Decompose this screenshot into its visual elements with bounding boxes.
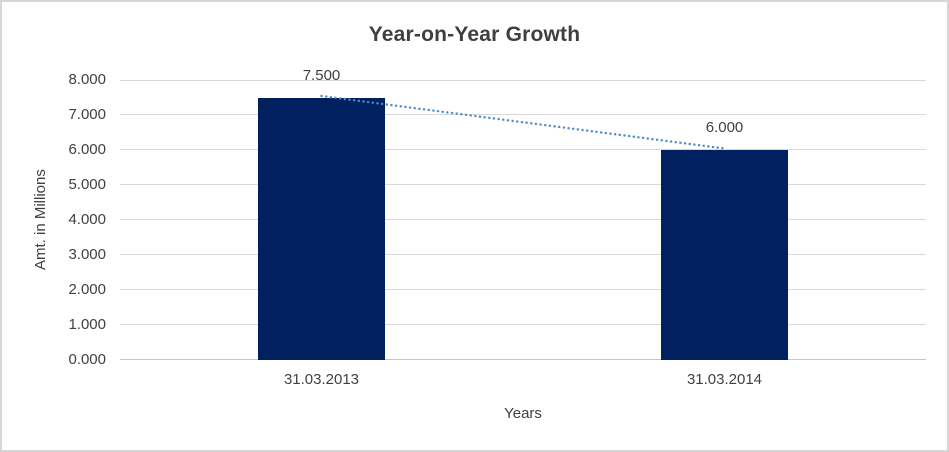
bar <box>661 150 788 360</box>
gridline <box>120 289 926 290</box>
x-axis-tick-labels: 31.03.2013 31.03.2014 <box>120 371 926 391</box>
y-tick-label: 6.000 <box>68 141 106 158</box>
y-axis-tick-labels: 0.000 1.000 2.000 3.000 4.000 5.000 6.000 7.000… <box>2 71 106 368</box>
gridline <box>120 184 926 185</box>
plot-area: 7.500 6.000 <box>120 67 926 360</box>
y-tick-label: 5.000 <box>68 176 106 193</box>
gridline <box>120 219 926 220</box>
x-axis-line <box>120 359 926 360</box>
y-tick-label: 0.000 <box>68 351 106 368</box>
bar <box>258 97 385 360</box>
y-tick-label: 3.000 <box>68 246 106 263</box>
y-tick-label: 7.000 <box>68 106 106 123</box>
gridline <box>120 80 926 81</box>
data-label: 6.000 <box>705 119 744 136</box>
gridline <box>120 254 926 255</box>
x-tick-label: 31.03.2013 <box>283 371 360 388</box>
x-axis-title: Years <box>504 405 542 422</box>
gridline <box>120 324 926 325</box>
y-tick-label: 4.000 <box>68 211 106 228</box>
trendline <box>320 94 726 150</box>
data-label: 7.500 <box>302 66 341 84</box>
y-tick-label: 2.000 <box>68 281 106 298</box>
y-tick-label: 8.000 <box>68 71 106 88</box>
x-tick-label: 31.03.2014 <box>686 371 763 388</box>
chart-title: Year-on-Year Growth <box>368 23 581 46</box>
y-tick-label: 1.000 <box>68 316 106 333</box>
gridline <box>120 149 926 150</box>
gridline <box>120 114 926 115</box>
trendline-svg <box>320 94 726 150</box>
